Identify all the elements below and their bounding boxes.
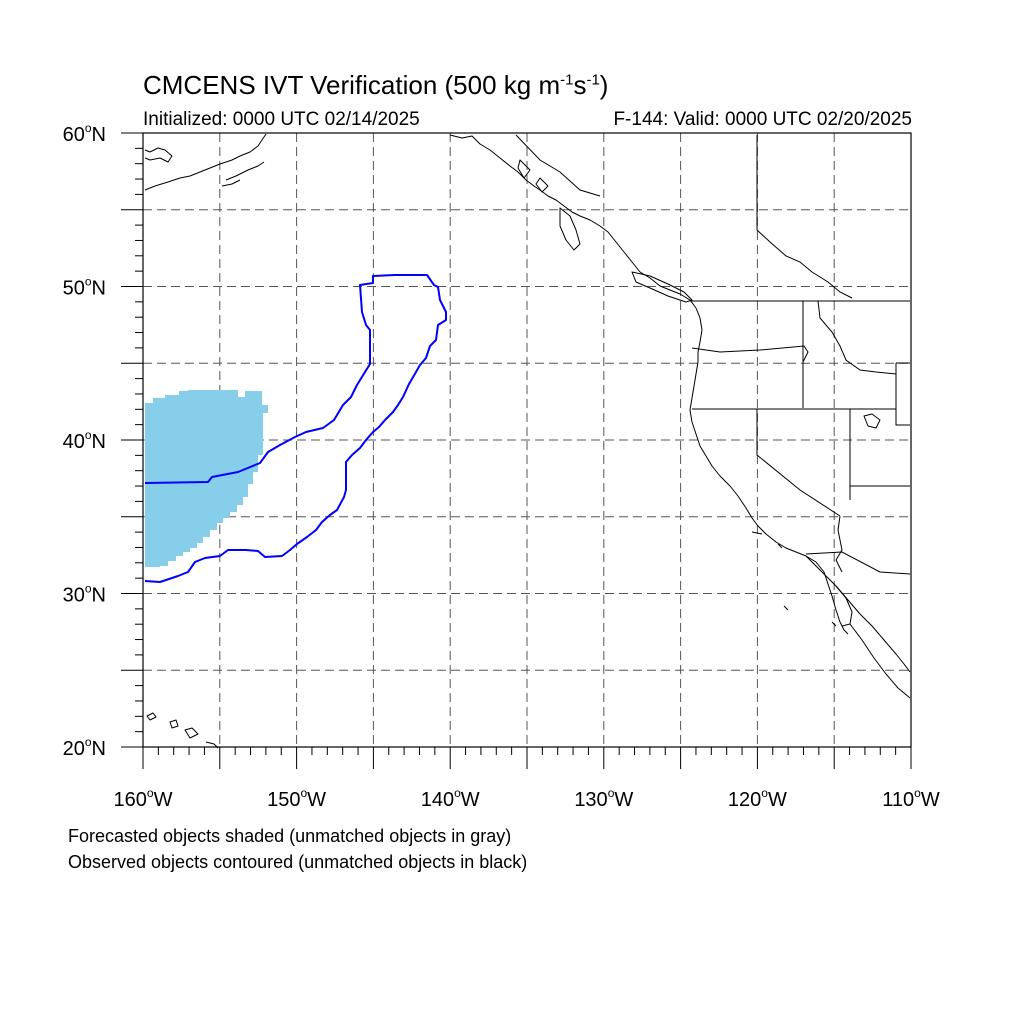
forecast-ivt-object <box>145 390 268 567</box>
lat-label: 30oN <box>63 582 106 607</box>
forecast-legend-note: Forecasted objects shaded (unmatched obj… <box>68 826 512 846</box>
lon-label: 120oW <box>728 786 787 811</box>
lon-label: 130oW <box>574 786 633 811</box>
lat-label: 40oN <box>63 428 106 453</box>
lon-label: 140oW <box>421 786 480 811</box>
longitude-labels: 160oW 150oW 140oW 130oW 120oW 110oW <box>114 786 940 811</box>
lat-label: 60oN <box>63 121 106 146</box>
observed-ivt-contour <box>144 274 447 583</box>
lat-label: 20oN <box>63 735 106 760</box>
lon-label: 150oW <box>267 786 326 811</box>
axis-ticks <box>121 132 912 769</box>
coastlines <box>144 133 911 749</box>
latitude-labels: 60oN 50oN 40oN 30oN 20oN <box>63 121 106 760</box>
lat-label: 50oN <box>63 275 106 300</box>
initialized-time: Initialized: 0000 UTC 02/14/2025 <box>143 109 420 130</box>
lon-label: 160oW <box>114 786 173 811</box>
observed-legend-note: Observed objects contoured (unmatched ob… <box>68 852 528 872</box>
graticule <box>143 133 911 747</box>
map-title: CMCENS IVT Verification (500 kg m-1s-1) <box>143 70 609 100</box>
valid-time: F-144: Valid: 0000 UTC 02/20/2025 <box>613 109 912 130</box>
political-borders <box>515 134 911 575</box>
lon-label: 110oW <box>882 786 940 811</box>
